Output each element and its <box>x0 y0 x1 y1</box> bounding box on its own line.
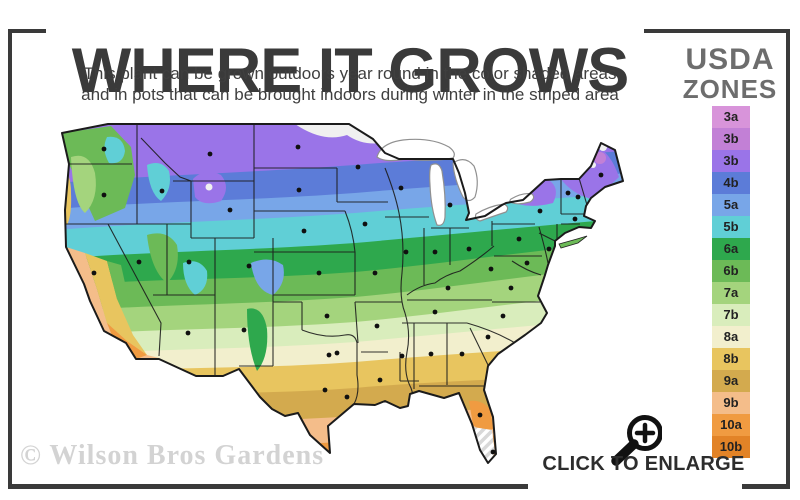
frame-top-right-segment <box>644 29 790 33</box>
legend-swatch-7a: 7a <box>712 282 750 304</box>
subtitle-line-2: and in pots that can be brought indoors … <box>81 85 619 104</box>
frame-bottom-left-segment <box>8 484 528 489</box>
city-dot <box>159 188 165 194</box>
legend-zone-list: 3a 3b 3b 4b 5a 5b 6a 6b 7a 7b 8a 8b 9a 9b 10a 10b <box>712 106 750 458</box>
watermark: © Wilson Bros Gardens <box>20 440 325 471</box>
city-dot <box>355 164 361 170</box>
city-dot <box>428 351 434 357</box>
city-dot <box>466 246 472 252</box>
frame-bottom-right-segment <box>742 484 790 489</box>
us-map-svg <box>61 123 624 464</box>
city-dot <box>516 236 522 242</box>
city-dot <box>136 259 142 265</box>
city-dot <box>459 351 465 357</box>
usda-zone-map[interactable] <box>55 113 655 465</box>
city-dot <box>185 330 191 336</box>
city-dot <box>445 285 451 291</box>
click-to-enlarge-button[interactable]: CLICK TO ENLARGE <box>542 453 745 475</box>
legend-swatch-8b: 8b <box>712 348 750 370</box>
city-dot <box>488 266 494 272</box>
city-dot <box>399 353 405 359</box>
city-dot <box>432 309 438 315</box>
city-dot <box>324 313 330 319</box>
city-dot <box>447 202 453 208</box>
legend-title: USDA ZONES <box>676 44 784 103</box>
city-dot <box>500 313 506 319</box>
lake-huron-icon <box>452 159 478 202</box>
city-dot <box>372 270 378 276</box>
city-dot <box>565 190 571 196</box>
magnifier-zoom-icon[interactable] <box>598 403 663 467</box>
subtitle-line-1: This plant can be grown outdoors year ro… <box>83 64 617 83</box>
legend-swatch-8a: 8a <box>712 326 750 348</box>
city-dot <box>334 350 340 356</box>
legend-swatch-4b: 4b <box>712 172 750 194</box>
legend-swatch-6b: 6b <box>712 260 750 282</box>
lake-michigan-icon <box>429 163 446 226</box>
city-dot <box>524 260 530 266</box>
legend-swatch-6a: 6a <box>712 238 750 260</box>
city-dot <box>598 172 604 178</box>
city-dot <box>362 221 368 227</box>
legend-swatch-3a: 3a <box>712 106 750 128</box>
frame-right-edge <box>786 29 790 489</box>
legend-swatch-9b: 9b <box>712 392 750 414</box>
city-dot <box>477 412 483 418</box>
legend-title-zones: ZONES <box>682 74 778 104</box>
city-dot <box>326 352 332 358</box>
city-dot <box>485 334 491 340</box>
striped-zone-south-florida <box>473 427 495 463</box>
city-dot <box>207 151 213 157</box>
lake-superior-icon <box>376 138 455 162</box>
legend-swatch-10a: 10a <box>712 414 750 436</box>
legend-swatch-5b: 5b <box>712 216 750 238</box>
page-title: WHERE IT GROWS <box>71 36 629 107</box>
city-dot <box>374 323 380 329</box>
legend-title-usda: USDA <box>685 43 775 76</box>
city-dot <box>575 194 581 200</box>
city-dot <box>301 228 307 234</box>
city-dot <box>101 146 107 152</box>
city-dot <box>316 270 322 276</box>
city-dot <box>227 207 233 213</box>
legend-swatch-10b: 10b <box>712 436 750 458</box>
city-dot <box>241 327 247 333</box>
city-dot <box>322 387 328 393</box>
city-dot <box>398 185 404 191</box>
city-dot <box>490 449 496 455</box>
city-dot <box>546 246 552 252</box>
city-dot <box>91 270 97 276</box>
state-borders <box>65 124 588 406</box>
city-dot <box>432 249 438 255</box>
city-dot <box>508 285 514 291</box>
city-dot <box>377 377 383 383</box>
legend-swatch-9a: 9a <box>712 370 750 392</box>
city-dot <box>572 216 578 222</box>
frame-top-left-segment <box>8 29 46 33</box>
city-dot <box>101 192 107 198</box>
city-dot <box>246 263 252 269</box>
legend-swatch-3b: 3b <box>712 150 750 172</box>
zone-bands-layer <box>62 124 623 463</box>
city-dots-layer <box>91 144 604 455</box>
city-dot <box>403 249 409 255</box>
city-dot <box>537 208 543 214</box>
city-dot <box>186 259 192 265</box>
frame-left-edge <box>8 29 12 489</box>
legend-swatch-5a: 5a <box>712 194 750 216</box>
legend-swatch-3b: 3b <box>712 128 750 150</box>
city-dot <box>295 144 301 150</box>
long-island <box>558 235 588 249</box>
subtitle: This plant can be grown outdoors year ro… <box>0 63 700 105</box>
city-dot <box>344 394 350 400</box>
legend-swatch-7b: 7b <box>712 304 750 326</box>
city-dot <box>296 187 302 193</box>
